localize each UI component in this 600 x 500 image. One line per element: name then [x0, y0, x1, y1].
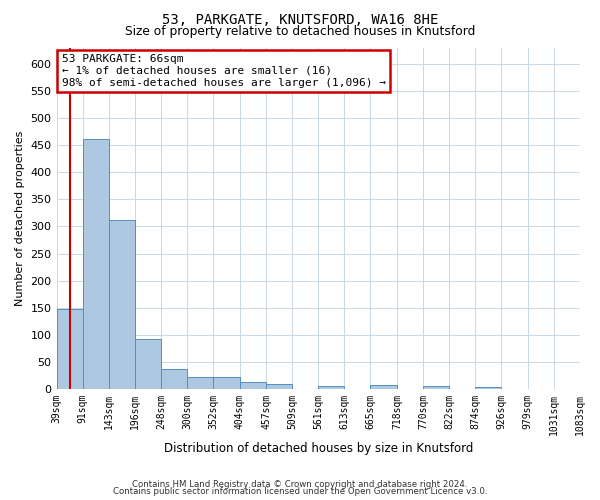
Bar: [135, 338, 161, 389]
Bar: [475, 387, 501, 389]
Text: Contains HM Land Registry data © Crown copyright and database right 2024.: Contains HM Land Registry data © Crown c…: [132, 480, 468, 489]
Bar: [239, 382, 266, 389]
Bar: [214, 377, 239, 389]
Text: 53 PARKGATE: 66sqm
← 1% of detached houses are smaller (16)
98% of semi-detached: 53 PARKGATE: 66sqm ← 1% of detached hous…: [62, 54, 386, 88]
Bar: [161, 369, 187, 389]
Bar: [423, 386, 449, 389]
Y-axis label: Number of detached properties: Number of detached properties: [15, 130, 25, 306]
Bar: [56, 309, 83, 389]
Text: Contains public sector information licensed under the Open Government Licence v3: Contains public sector information licen…: [113, 487, 487, 496]
X-axis label: Distribution of detached houses by size in Knutsford: Distribution of detached houses by size …: [164, 442, 473, 455]
Bar: [83, 138, 109, 389]
Bar: [266, 384, 292, 389]
Bar: [187, 377, 214, 389]
Bar: [370, 386, 397, 389]
Bar: [109, 220, 135, 389]
Text: Size of property relative to detached houses in Knutsford: Size of property relative to detached ho…: [125, 25, 475, 38]
Text: 53, PARKGATE, KNUTSFORD, WA16 8HE: 53, PARKGATE, KNUTSFORD, WA16 8HE: [162, 12, 438, 26]
Bar: [318, 386, 344, 389]
